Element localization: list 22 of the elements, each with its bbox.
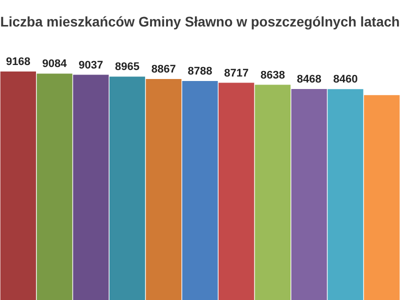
- bar: [254, 84, 291, 300]
- bar: [109, 76, 146, 300]
- chart-title: Liczba mieszkańców Gminy Sławno w poszczególnych latach: [0, 13, 400, 30]
- data-label: 8460: [333, 74, 358, 86]
- data-label: 9168: [6, 56, 30, 68]
- bar: [36, 74, 72, 300]
- bar: [291, 88, 327, 300]
- bar: [0, 72, 36, 300]
- bar: [182, 81, 218, 300]
- data-label: 8638: [260, 69, 285, 82]
- bar: [364, 95, 400, 300]
- bar: [73, 74, 109, 300]
- data-label: 8965: [115, 61, 140, 74]
- data-label: 8717: [224, 67, 249, 80]
- data-label: 8468: [296, 74, 322, 86]
- bar: [218, 82, 254, 300]
- bar: [146, 79, 182, 300]
- data-label: 8788: [188, 66, 212, 78]
- data-label: 8867: [151, 64, 176, 76]
- data-label: 9037: [78, 59, 104, 72]
- bar: [328, 89, 364, 300]
- data-label: 9084: [42, 58, 68, 70]
